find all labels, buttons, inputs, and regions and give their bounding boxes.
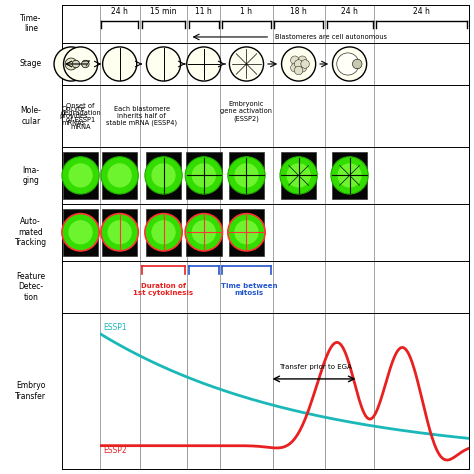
Bar [102,209,137,255]
Circle shape [146,47,181,81]
Circle shape [280,157,317,194]
Bar [102,152,137,199]
Circle shape [101,214,138,251]
Text: Time between
mitosis: Time between mitosis [220,283,277,296]
Circle shape [234,163,259,188]
Bar [332,152,367,199]
Bar [63,209,98,255]
Circle shape [191,220,216,245]
Circle shape [62,214,99,251]
Circle shape [294,60,303,68]
Circle shape [185,214,222,251]
Circle shape [291,64,299,72]
Circle shape [68,163,93,188]
Text: Duration of
1st cytokinesis: Duration of 1st cytokinesis [134,283,193,296]
Text: ESSP1: ESSP1 [103,323,127,332]
Circle shape [108,220,132,245]
Text: Time-
line: Time- line [20,14,42,33]
Circle shape [337,163,362,188]
Text: Oocyte
provides
mRNAs: Oocyte provides mRNAs [59,106,88,126]
Text: 24 h: 24 h [413,8,430,16]
Circle shape [72,60,80,68]
Text: 24 h: 24 h [341,8,358,16]
Circle shape [301,60,310,68]
Text: Auto-
mated
Tracking: Auto- mated Tracking [15,218,47,247]
Circle shape [298,56,307,64]
Circle shape [187,47,221,81]
Text: Each blastomere
inherits half of
stable mRNA (ESSP4): Each blastomere inherits half of stable … [106,106,177,127]
Circle shape [65,58,77,70]
Text: Feature
Detec-
tion: Feature Detec- tion [16,272,46,301]
Circle shape [151,163,176,188]
Bar [146,152,181,199]
Text: Transfer prior to EGA: Transfer prior to EGA [280,364,352,370]
Text: Embryo
Transfer: Embryo Transfer [15,382,46,401]
Circle shape [298,64,307,72]
Bar [281,152,316,199]
Text: Onset of
degradation
of ESSP1
mRNA: Onset of degradation of ESSP1 mRNA [60,103,101,129]
Circle shape [229,47,264,81]
Circle shape [291,56,299,64]
Circle shape [145,157,182,194]
Circle shape [228,214,265,251]
Circle shape [62,157,99,194]
Text: Ima-
ging: Ima- ging [22,166,39,185]
Circle shape [101,157,138,194]
Circle shape [331,157,368,194]
Circle shape [54,47,88,81]
Circle shape [151,220,176,245]
Circle shape [108,163,132,188]
Text: Stage: Stage [20,60,42,68]
Circle shape [145,214,182,251]
Circle shape [294,66,303,75]
Circle shape [102,47,137,81]
Text: Mole-
cular: Mole- cular [20,107,41,126]
Text: 18 h: 18 h [290,8,307,16]
Bar [229,209,264,255]
Circle shape [185,157,222,194]
Bar [186,209,221,255]
Circle shape [191,163,216,188]
Circle shape [68,220,93,245]
Text: 24 h: 24 h [111,8,128,16]
Circle shape [286,163,311,188]
Circle shape [234,220,259,245]
Circle shape [282,47,316,81]
Circle shape [337,53,359,75]
Circle shape [333,47,367,81]
Bar [63,152,98,199]
Text: Blastomeres are cell autonomous: Blastomeres are cell autonomous [275,34,387,40]
Bar [146,209,181,255]
Text: Embryonic
gene activation
(ESSP2): Embryonic gene activation (ESSP2) [220,101,273,122]
Circle shape [82,60,89,68]
Text: 15 min: 15 min [150,8,177,16]
Text: 1 h: 1 h [240,8,253,16]
Circle shape [228,157,265,194]
Text: ESSP2: ESSP2 [103,446,127,455]
Bar [186,152,221,199]
Circle shape [64,47,98,81]
Circle shape [353,59,362,69]
Bar [229,152,264,199]
Text: 11 h: 11 h [195,8,212,16]
